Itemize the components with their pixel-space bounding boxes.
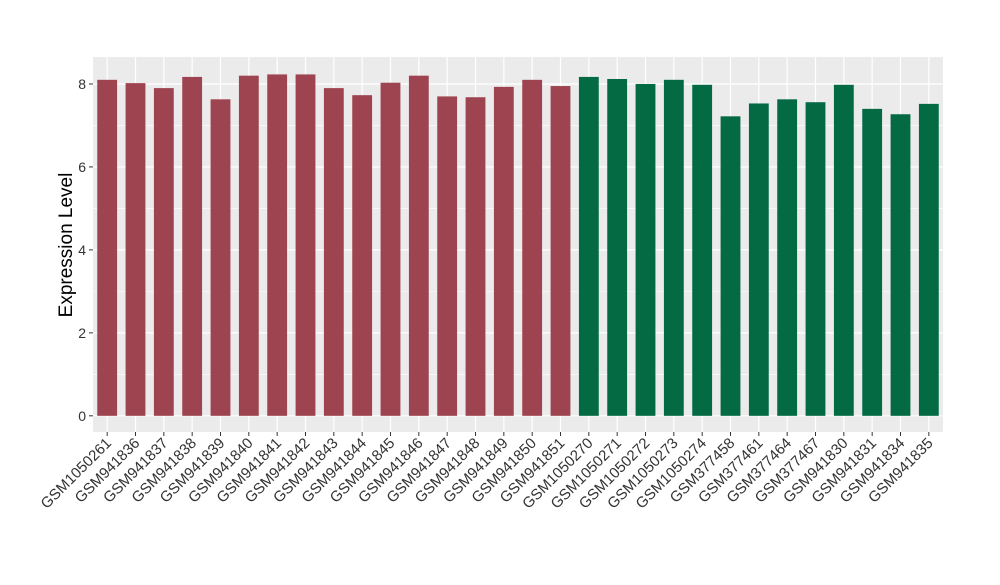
- y-tick-label: 4: [78, 242, 86, 258]
- bar: [720, 116, 741, 416]
- bar: [125, 83, 146, 416]
- y-tick-label: 8: [78, 76, 86, 92]
- bar: [890, 114, 911, 416]
- y-tick-label: 2: [78, 325, 86, 341]
- bar: [295, 74, 316, 416]
- bar: [578, 76, 599, 416]
- bar: [465, 97, 486, 416]
- bar: [918, 103, 939, 416]
- bar: [267, 74, 288, 416]
- bar: [635, 83, 656, 416]
- y-tick-label: 6: [78, 159, 86, 175]
- bar: [607, 78, 628, 416]
- bar: [182, 76, 203, 416]
- bar: [238, 75, 259, 416]
- bar: [748, 103, 769, 416]
- bar: [323, 88, 344, 416]
- bar: [352, 95, 373, 416]
- bar: [862, 108, 883, 416]
- y-axis-label: Expression Level: [56, 173, 77, 318]
- bar: [522, 79, 543, 416]
- y-tick-label: 0: [78, 408, 86, 424]
- bar: [97, 79, 118, 416]
- bar: [663, 79, 684, 416]
- bar: [550, 86, 571, 416]
- bar: [833, 84, 854, 416]
- bar: [692, 84, 713, 416]
- bar: [437, 96, 458, 416]
- bar: [210, 99, 231, 416]
- plot-panel: [93, 57, 943, 432]
- bar: [493, 86, 514, 416]
- bar: [777, 99, 798, 416]
- bar: [380, 82, 401, 416]
- bar: [408, 75, 429, 416]
- bar: [805, 102, 826, 416]
- bar: [153, 88, 174, 416]
